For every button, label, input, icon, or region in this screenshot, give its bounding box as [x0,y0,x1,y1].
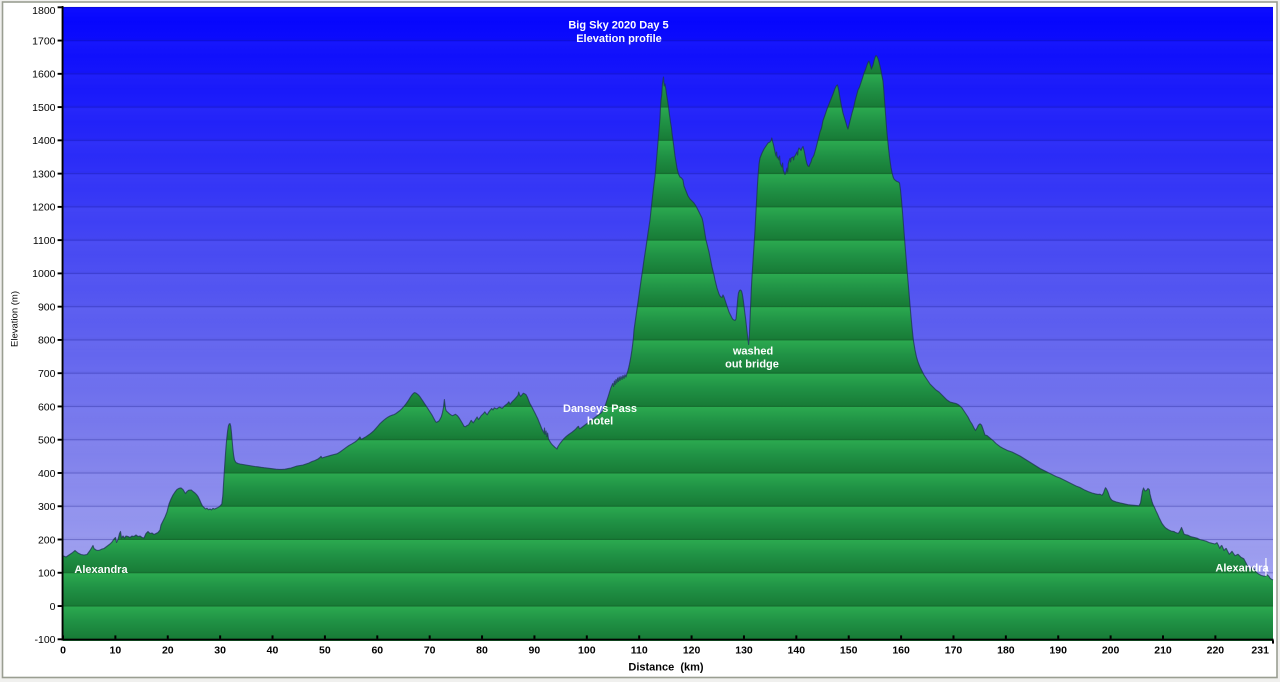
svg-text:210: 210 [1154,644,1172,656]
svg-text:1000: 1000 [32,268,56,280]
svg-text:231: 231 [1251,644,1269,656]
svg-text:0: 0 [60,644,66,656]
svg-text:70: 70 [424,644,436,656]
svg-text:Elevation profile: Elevation profile [576,33,662,45]
svg-text:Alexandra: Alexandra [1215,563,1269,575]
svg-text:out bridge: out bridge [725,359,779,371]
svg-text:900: 900 [38,302,56,314]
svg-text:180: 180 [997,644,1015,656]
svg-text:150: 150 [840,644,858,656]
svg-text:20: 20 [162,644,174,656]
svg-text:600: 600 [38,401,56,413]
svg-text:1600: 1600 [32,69,56,81]
svg-text:1300: 1300 [32,168,56,180]
svg-text:170: 170 [945,644,963,656]
svg-text:1500: 1500 [32,102,56,114]
svg-text:400: 400 [38,468,56,480]
svg-text:1700: 1700 [32,35,56,47]
svg-text:100: 100 [38,568,56,580]
svg-text:Elevation (m): Elevation (m) [10,291,21,347]
svg-text:1800: 1800 [32,5,56,17]
svg-text:60: 60 [371,644,383,656]
svg-text:120: 120 [683,644,701,656]
svg-text:200: 200 [38,534,56,546]
svg-text:300: 300 [38,501,56,513]
svg-text:50: 50 [319,644,331,656]
svg-text:190: 190 [1049,644,1067,656]
svg-text:130: 130 [735,644,753,656]
svg-text:220: 220 [1207,644,1225,656]
svg-text:30: 30 [214,644,226,656]
svg-text:40: 40 [267,644,279,656]
svg-text:Distance (km): Distance (km) [628,662,704,674]
svg-text:-100: -100 [34,634,55,646]
svg-text:Alexandra: Alexandra [74,564,128,576]
svg-text:Big Sky 2020 Day 5: Big Sky 2020 Day 5 [568,20,668,32]
svg-text:110: 110 [631,644,648,656]
svg-text:washed: washed [732,346,773,358]
svg-text:1400: 1400 [32,135,56,147]
svg-text:1100: 1100 [33,235,56,247]
svg-text:90: 90 [529,644,541,656]
svg-text:1200: 1200 [32,202,56,214]
svg-text:800: 800 [38,335,56,347]
svg-text:80: 80 [476,644,488,656]
svg-text:0: 0 [50,601,56,613]
svg-text:500: 500 [38,435,56,447]
svg-text:Danseys Pass: Danseys Pass [563,403,637,415]
svg-text:160: 160 [892,644,910,656]
svg-text:140: 140 [788,644,806,656]
svg-text:700: 700 [38,368,56,380]
svg-text:200: 200 [1102,644,1120,656]
svg-text:100: 100 [578,644,596,656]
svg-text:10: 10 [110,644,122,656]
svg-text:hotel: hotel [587,416,613,428]
